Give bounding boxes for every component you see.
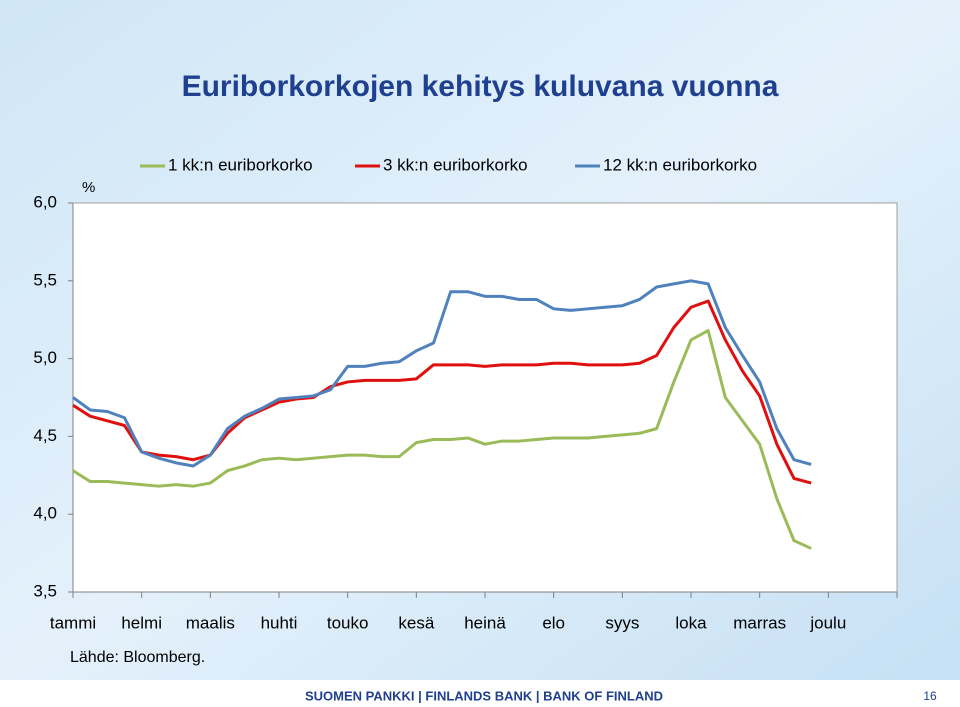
x-tick-label: tammi xyxy=(50,613,96,632)
x-tick-label: joulu xyxy=(809,613,846,632)
x-tick-label: helmi xyxy=(121,613,162,632)
legend-label: 3 kk:n euriborkorko xyxy=(383,155,528,174)
page-number: 16 xyxy=(923,689,937,703)
legend-label: 12 kk:n euriborkorko xyxy=(603,155,757,174)
x-tick-label: elo xyxy=(542,613,565,632)
series-line xyxy=(72,329,812,550)
y-tick-label: 4,0 xyxy=(33,504,57,523)
series-line xyxy=(72,279,812,468)
plot-area xyxy=(72,202,898,593)
y-tick-label: 6,0 xyxy=(33,192,57,211)
x-tick-label: huhti xyxy=(261,613,298,632)
series-line xyxy=(72,299,812,485)
x-tick-label: heinä xyxy=(464,613,506,632)
x-tick-label: marras xyxy=(733,613,786,632)
footer-band xyxy=(0,680,960,707)
source: Lähde: Bloomberg. xyxy=(70,649,205,666)
y-tick-label: 5,5 xyxy=(33,270,57,289)
y-axis-label: % xyxy=(82,179,95,196)
footer-text: SUOMEN PANKKI | FINLANDS BANK | BANK OF … xyxy=(305,688,663,703)
x-tick-label: touko xyxy=(327,613,369,632)
x-tick-label: syys xyxy=(605,613,639,632)
legend-label: 1 kk:n euriborkorko xyxy=(168,155,313,174)
y-tick-label: 5,0 xyxy=(33,348,57,367)
x-tick-label: loka xyxy=(675,613,707,632)
chart-title: Euriborkorkojen kehitys kuluvana vuonna xyxy=(182,70,779,103)
y-tick-label: 4,5 xyxy=(33,426,57,445)
x-tick-label: maalis xyxy=(186,613,235,632)
y-tick-label: 3,5 xyxy=(33,581,57,600)
x-tick-label: kesä xyxy=(398,613,434,632)
